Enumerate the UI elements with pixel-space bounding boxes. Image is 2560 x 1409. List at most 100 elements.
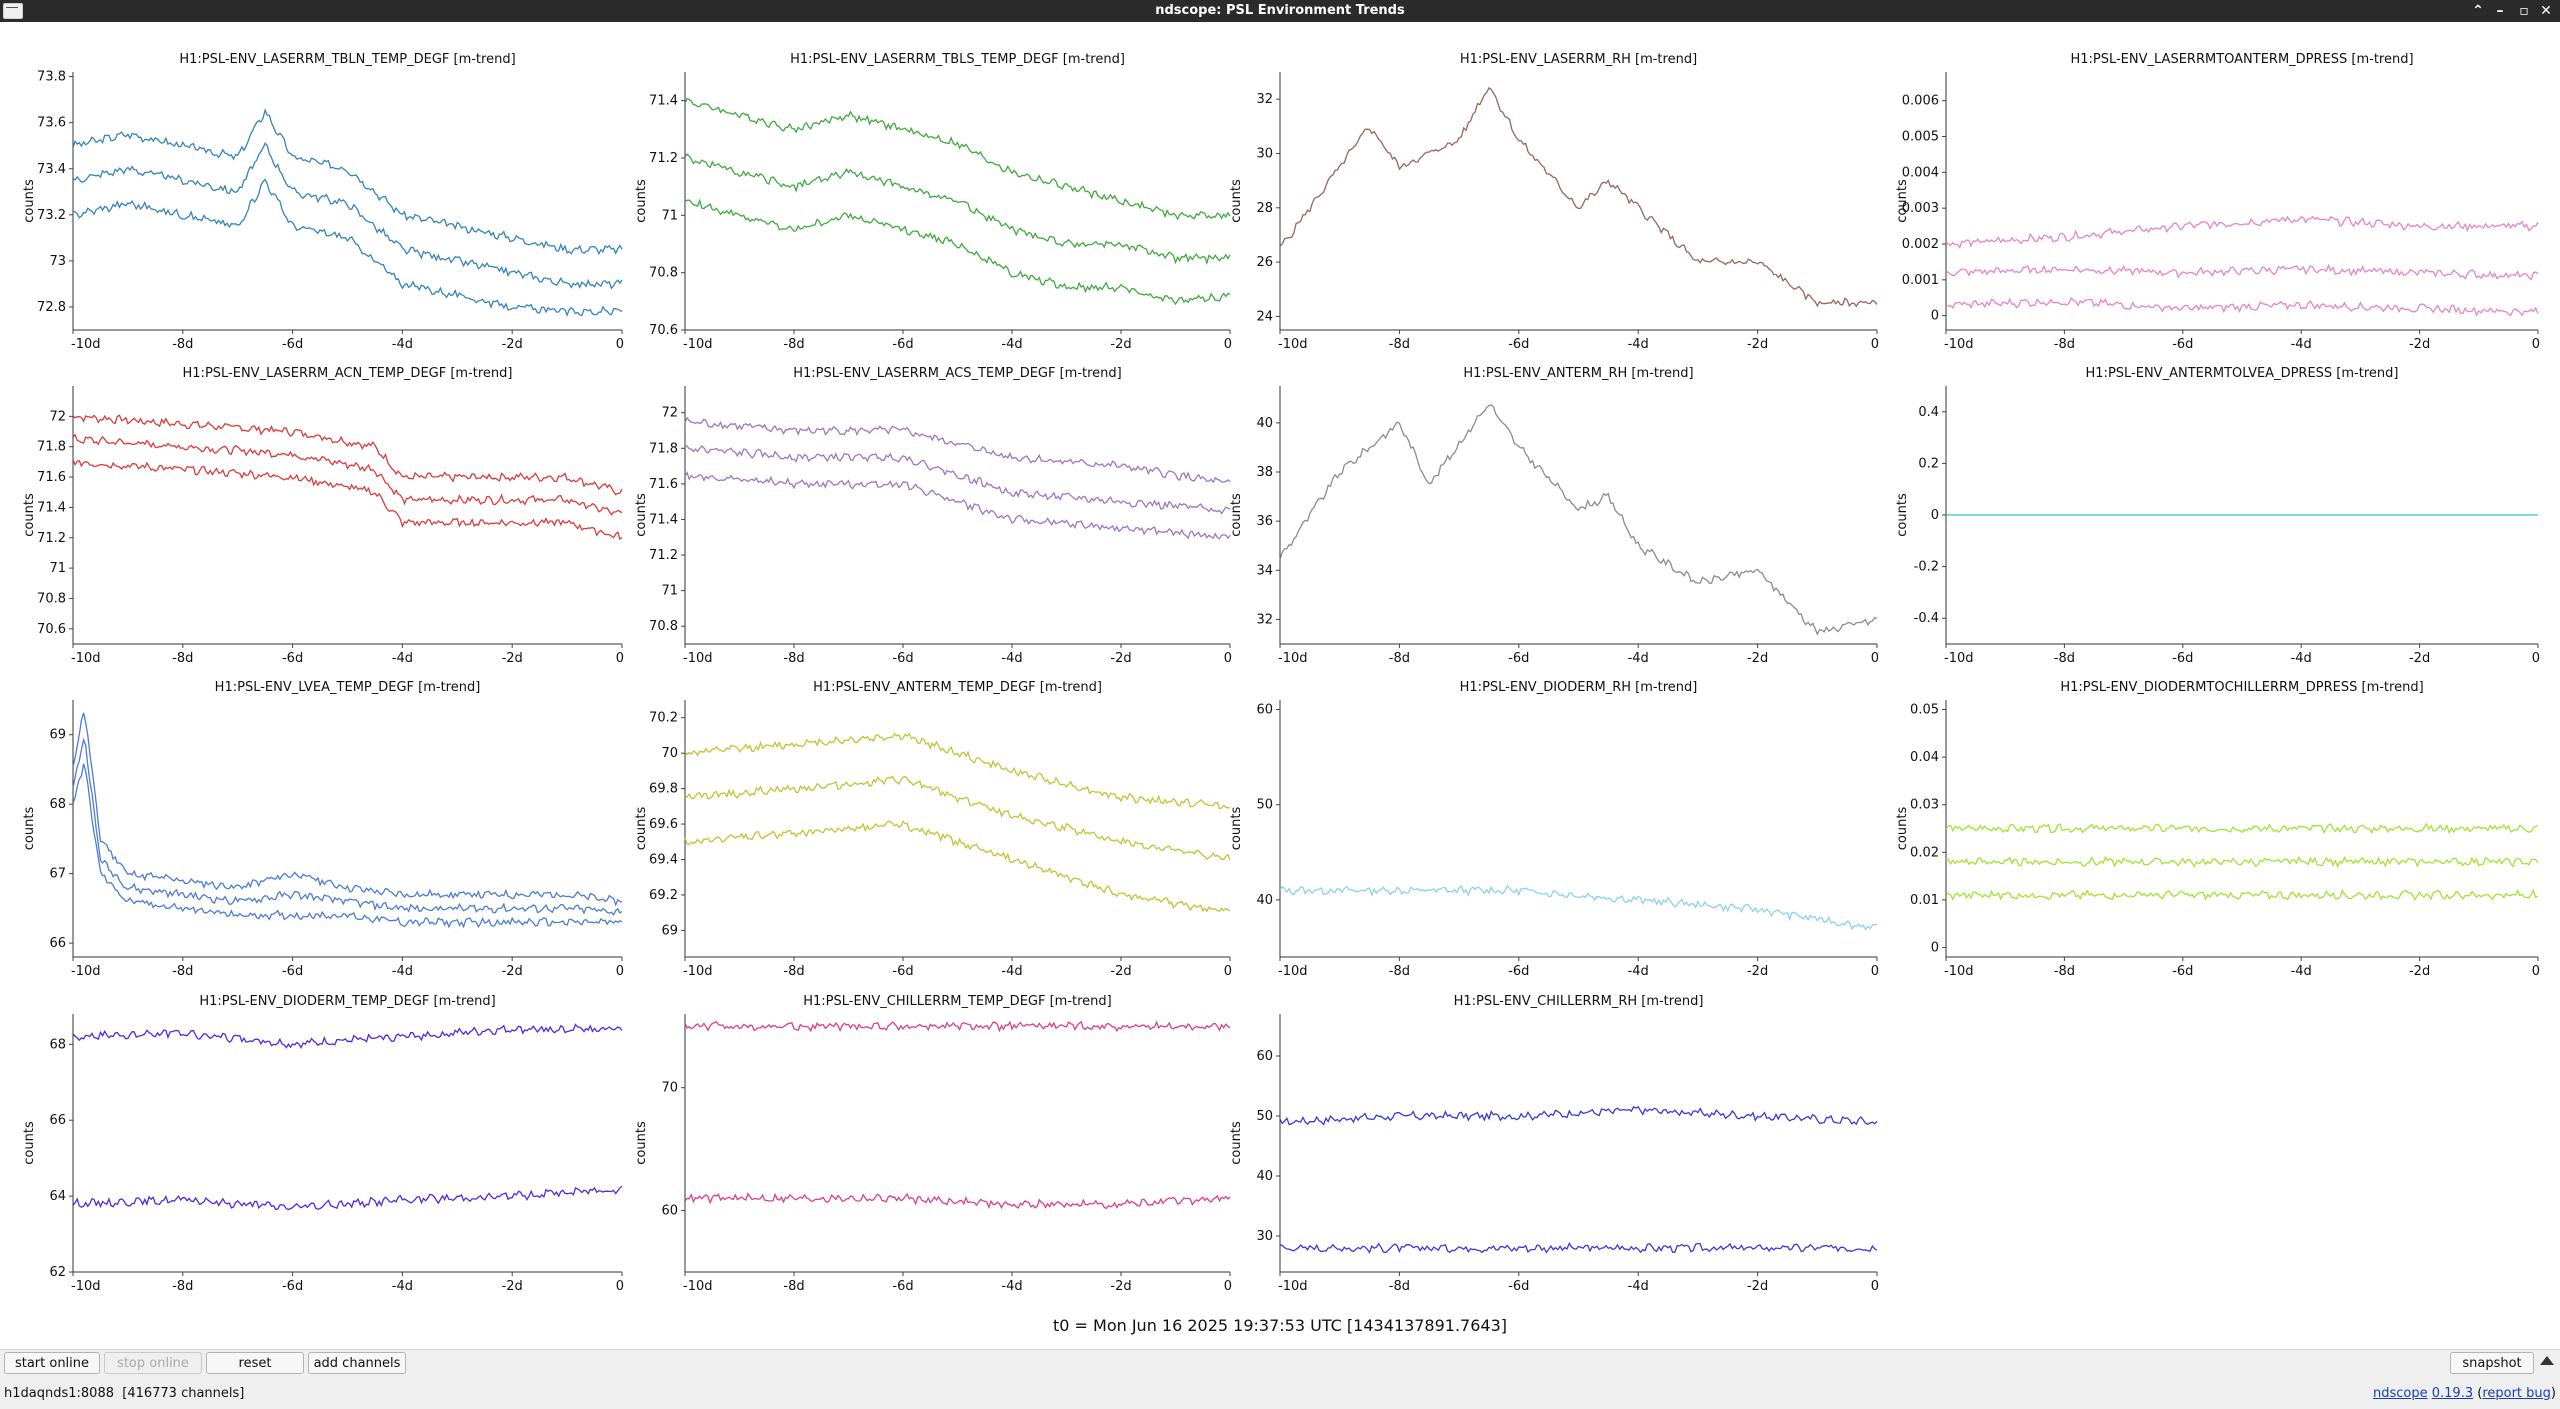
plot-2-series-max <box>684 97 1231 221</box>
plot-11-ytick-label: 40 <box>1256 893 1273 908</box>
plot-13-xtick-label: -10d <box>71 1279 101 1294</box>
plot-2-xtick-label: -10d <box>683 337 713 352</box>
plot-11-xtick-label: -10d <box>1278 964 1308 979</box>
plot-2-xtick-label: -4d <box>1001 337 1022 352</box>
plot-14-series-peak <box>684 1020 1231 1033</box>
plot-3-xtick-label: -10d <box>1278 337 1308 352</box>
plot-7-title: H1:PSL-ENV_ANTERM_RH [m-trend] <box>1463 366 1693 381</box>
plot-10-xtick-label: -6d <box>892 964 913 979</box>
plot-5-title: H1:PSL-ENV_LASERRM_ACN_TEMP_DEGF [m-tren… <box>183 366 513 381</box>
plot-6-series-max <box>684 416 1231 484</box>
plot-4-ytick-label: 0.004 <box>1902 165 1939 180</box>
plot-1-ytick-label: 73 <box>49 254 66 269</box>
plot-2-series-min <box>684 198 1230 306</box>
close-icon[interactable]: ✕ <box>2540 3 2552 19</box>
minimize-icon[interactable]: – <box>2496 3 2504 19</box>
ndscope-link[interactable]: ndscope <box>2372 1386 2428 1401</box>
plot-6-xtick-label: -10d <box>683 651 713 666</box>
plot-15-xtick-label: -6d <box>1508 1279 1529 1294</box>
plot-13-xtick-label: -8d <box>172 1279 193 1294</box>
plot-12-title: H1:PSL-ENV_DIODERMTOCHILLERRM_DPRESS [m-… <box>2060 680 2423 695</box>
plot-4-ytick-label: 0.006 <box>1902 94 1939 109</box>
plot-5-xtick-label: -10d <box>71 651 101 666</box>
snapshot-button[interactable]: snapshot <box>2450 1352 2534 1374</box>
plot-8-xtick-label: 0 <box>2532 651 2540 666</box>
plot-7-xtick-label: -10d <box>1278 651 1308 666</box>
plot-11-xtick-label: -8d <box>1389 964 1410 979</box>
plot-2-series-mean <box>684 153 1231 265</box>
plot-5-xtick-label: -4d <box>392 651 413 666</box>
plot-12-xtick-label: -8d <box>2054 964 2075 979</box>
plots-canvas[interactable]: H1:PSL-ENV_LASERRM_TBLN_TEMP_DEGF [m-tre… <box>0 22 2560 1310</box>
app-icon[interactable] <box>3 3 23 19</box>
channel-count: [416773 channels] <box>122 1386 245 1401</box>
plot-12-ylabel: counts <box>1895 807 1910 851</box>
plot-4-title: H1:PSL-ENV_LASERRMTOANTERM_DPRESS [m-tre… <box>2070 52 2413 67</box>
plot-11-series-mean <box>1279 884 1878 931</box>
plot-9-xtick-label: -2d <box>502 964 523 979</box>
plot-12-ytick-label: 0.05 <box>1910 703 1939 718</box>
plot-5-xtick-label: -2d <box>502 651 523 666</box>
plot-3-ytick-label: 30 <box>1256 146 1273 161</box>
plot-8-xtick-label: -2d <box>2409 651 2430 666</box>
report-bug-link[interactable]: report bug <box>2482 1386 2551 1401</box>
plot-12-xtick-label: 0 <box>2532 964 2540 979</box>
plot-15-ylabel: counts <box>1229 1121 1244 1165</box>
plot-10-ylabel: counts <box>634 807 649 851</box>
collapse-panel-icon[interactable] <box>2540 1356 2554 1365</box>
window-title: ndscope: PSL Environment Trends <box>1155 3 1405 18</box>
plot-3-xtick-label: -2d <box>1747 337 1768 352</box>
plot-11-ytick-label: 50 <box>1256 798 1273 813</box>
plot-7-ylabel: counts <box>1229 493 1244 537</box>
plot-8-ytick-label: -0.4 <box>1914 611 1939 626</box>
plot-5-xtick-label: -8d <box>172 651 193 666</box>
plot-6-xtick-label: -6d <box>892 651 913 666</box>
plot-5-series-max <box>72 414 623 496</box>
plot-5-ytick-label: 71.2 <box>37 531 66 546</box>
plot-3-ytick-label: 26 <box>1256 255 1273 270</box>
plot-1-xtick-label: -8d <box>172 337 193 352</box>
plot-9-series-max <box>72 712 623 907</box>
plot-6-xtick-label: -8d <box>783 651 804 666</box>
plot-10-ytick-label: 69.8 <box>649 782 678 797</box>
status-connection: h1daqnds1:8088 [416773 channels] <box>4 1386 244 1401</box>
plot-13-ytick-label: 66 <box>49 1113 66 1128</box>
status-bar: h1daqnds1:8088 [416773 channels] ndscope… <box>0 1378 2560 1409</box>
plot-6-ytick-label: 71.2 <box>649 548 678 563</box>
plot-5-xtick-label: -6d <box>282 651 303 666</box>
start-online-button[interactable]: start online <box>4 1352 100 1374</box>
plot-3-xtick-label: -6d <box>1508 337 1529 352</box>
plot-13-series-peak <box>72 1023 623 1049</box>
plot-9-series-min <box>72 763 623 929</box>
plot-1-title: H1:PSL-ENV_LASERRM_TBLN_TEMP_DEGF [m-tre… <box>179 52 515 67</box>
plot-15-series-dip <box>1279 1241 1878 1254</box>
plot-4-ytick-label: 0.001 <box>1902 273 1939 288</box>
maximize-icon[interactable]: ▫ <box>2519 3 2529 19</box>
plot-7-ytick-label: 38 <box>1256 465 1273 480</box>
plot-6-ylabel: counts <box>634 493 649 537</box>
plot-4-xtick-label: -8d <box>2054 337 2075 352</box>
plot-5-ytick-label: 71 <box>49 561 66 576</box>
plot-7-ytick-label: 36 <box>1256 514 1273 529</box>
plot-10-series-min <box>684 820 1231 913</box>
keep-above-icon[interactable]: ⌃ <box>2472 3 2484 19</box>
plot-11-xtick-label: -2d <box>1747 964 1768 979</box>
plot-7-xtick-label: -2d <box>1747 651 1768 666</box>
plot-14-xtick-label: 0 <box>1224 1279 1232 1294</box>
plot-13-title: H1:PSL-ENV_DIODERM_TEMP_DEGF [m-trend] <box>199 994 495 1009</box>
plot-1-series-mean <box>72 142 623 290</box>
plot-10-ytick-label: 70 <box>661 746 678 761</box>
version-link[interactable]: 0.19.3 <box>2431 1386 2474 1401</box>
plot-10-series-mean <box>684 775 1231 861</box>
plot-12-series-mean <box>1945 855 2539 868</box>
plot-4-xtick-label: -2d <box>2409 337 2430 352</box>
plot-2-xtick-label: 0 <box>1224 337 1232 352</box>
plot-1-xtick-label: -4d <box>392 337 413 352</box>
plot-3-ylabel: counts <box>1229 179 1244 223</box>
add-channels-button[interactable]: add channels <box>308 1352 406 1374</box>
plot-11-ytick-label: 60 <box>1256 703 1273 718</box>
plot-13-xtick-label: -6d <box>282 1279 303 1294</box>
plot-1-series-max <box>72 108 623 256</box>
stop-online-button[interactable]: stop online <box>104 1352 202 1374</box>
reset-button[interactable]: reset <box>206 1352 304 1374</box>
